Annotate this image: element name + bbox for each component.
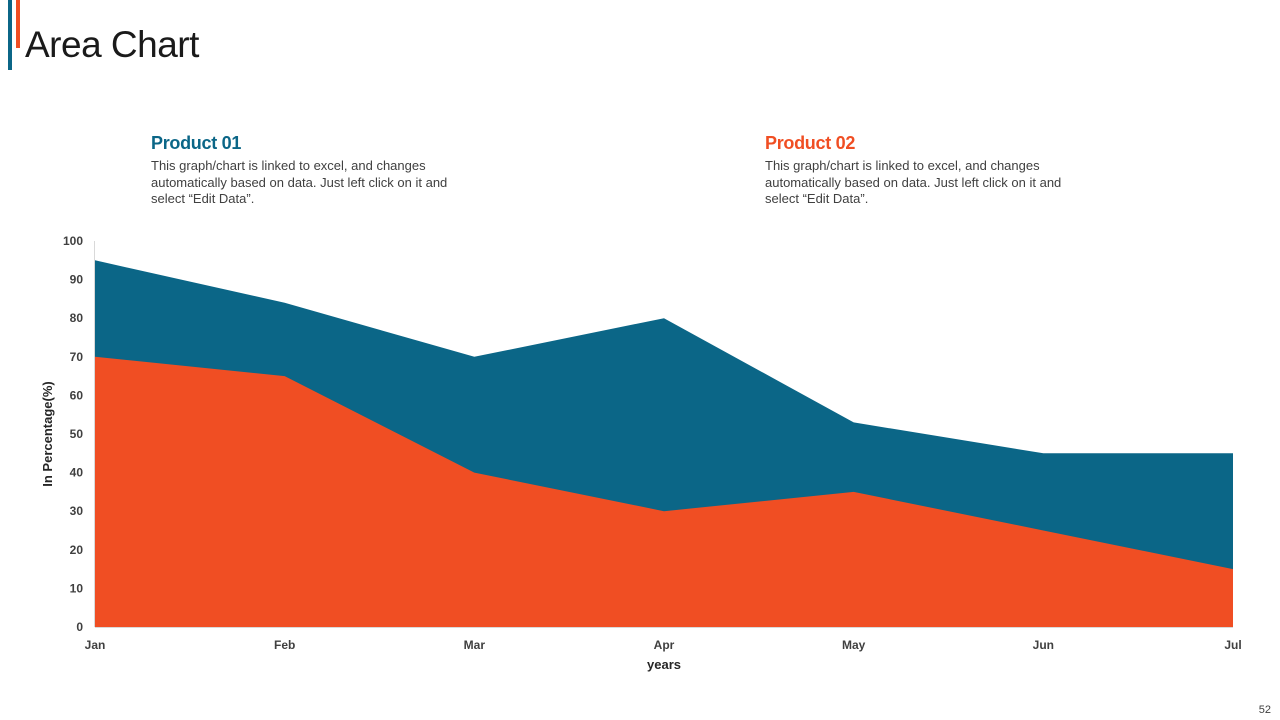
x-tick-label: May [842, 638, 866, 652]
y-tick-label: 40 [70, 466, 84, 480]
legend-product-02: Product 02 This graph/chart is linked to… [765, 133, 1065, 208]
x-axis: Jan Feb Mar Apr May Jun Jul [85, 627, 1242, 652]
title-accent-bar-orange [16, 0, 20, 48]
y-tick-label: 30 [70, 504, 84, 518]
page-number: 52 [1258, 704, 1271, 716]
x-tick-label: Mar [464, 638, 486, 652]
slide-title: Area Chart [25, 24, 199, 65]
y-tick-label: 80 [70, 311, 84, 325]
legend-description-product-02: This graph/chart is linked to excel, and… [765, 158, 1062, 206]
x-tick-label: Jul [1224, 638, 1241, 652]
legend-title-product-01: Product 01 [151, 133, 242, 153]
legend-description-product-01: This graph/chart is linked to excel, and… [151, 158, 448, 206]
y-tick-label: 10 [70, 581, 84, 595]
chart-areas [95, 260, 1233, 627]
y-tick-label: 70 [70, 350, 84, 364]
y-axis-label: In Percentage(%) [40, 381, 55, 486]
y-axis: 0 10 20 30 40 50 60 70 80 90 100 [63, 234, 95, 634]
title-accent-bar-teal [8, 0, 12, 70]
x-tick-label: Jun [1033, 638, 1054, 652]
legend-product-01: Product 01 This graph/chart is linked to… [151, 133, 451, 208]
area-series-product-02[interactable] [95, 356, 1233, 627]
x-tick-label: Jan [85, 638, 106, 652]
legend-title-product-02: Product 02 [765, 133, 856, 153]
x-tick-label: Feb [274, 638, 295, 652]
y-tick-label: 20 [70, 543, 84, 557]
y-tick-label: 60 [70, 388, 84, 402]
y-tick-label: 90 [70, 273, 84, 287]
y-tick-label: 100 [63, 234, 83, 248]
x-axis-label: years [647, 657, 681, 672]
y-tick-label: 0 [76, 620, 83, 634]
y-tick-label: 50 [70, 427, 84, 441]
x-tick-label: Apr [654, 638, 675, 652]
